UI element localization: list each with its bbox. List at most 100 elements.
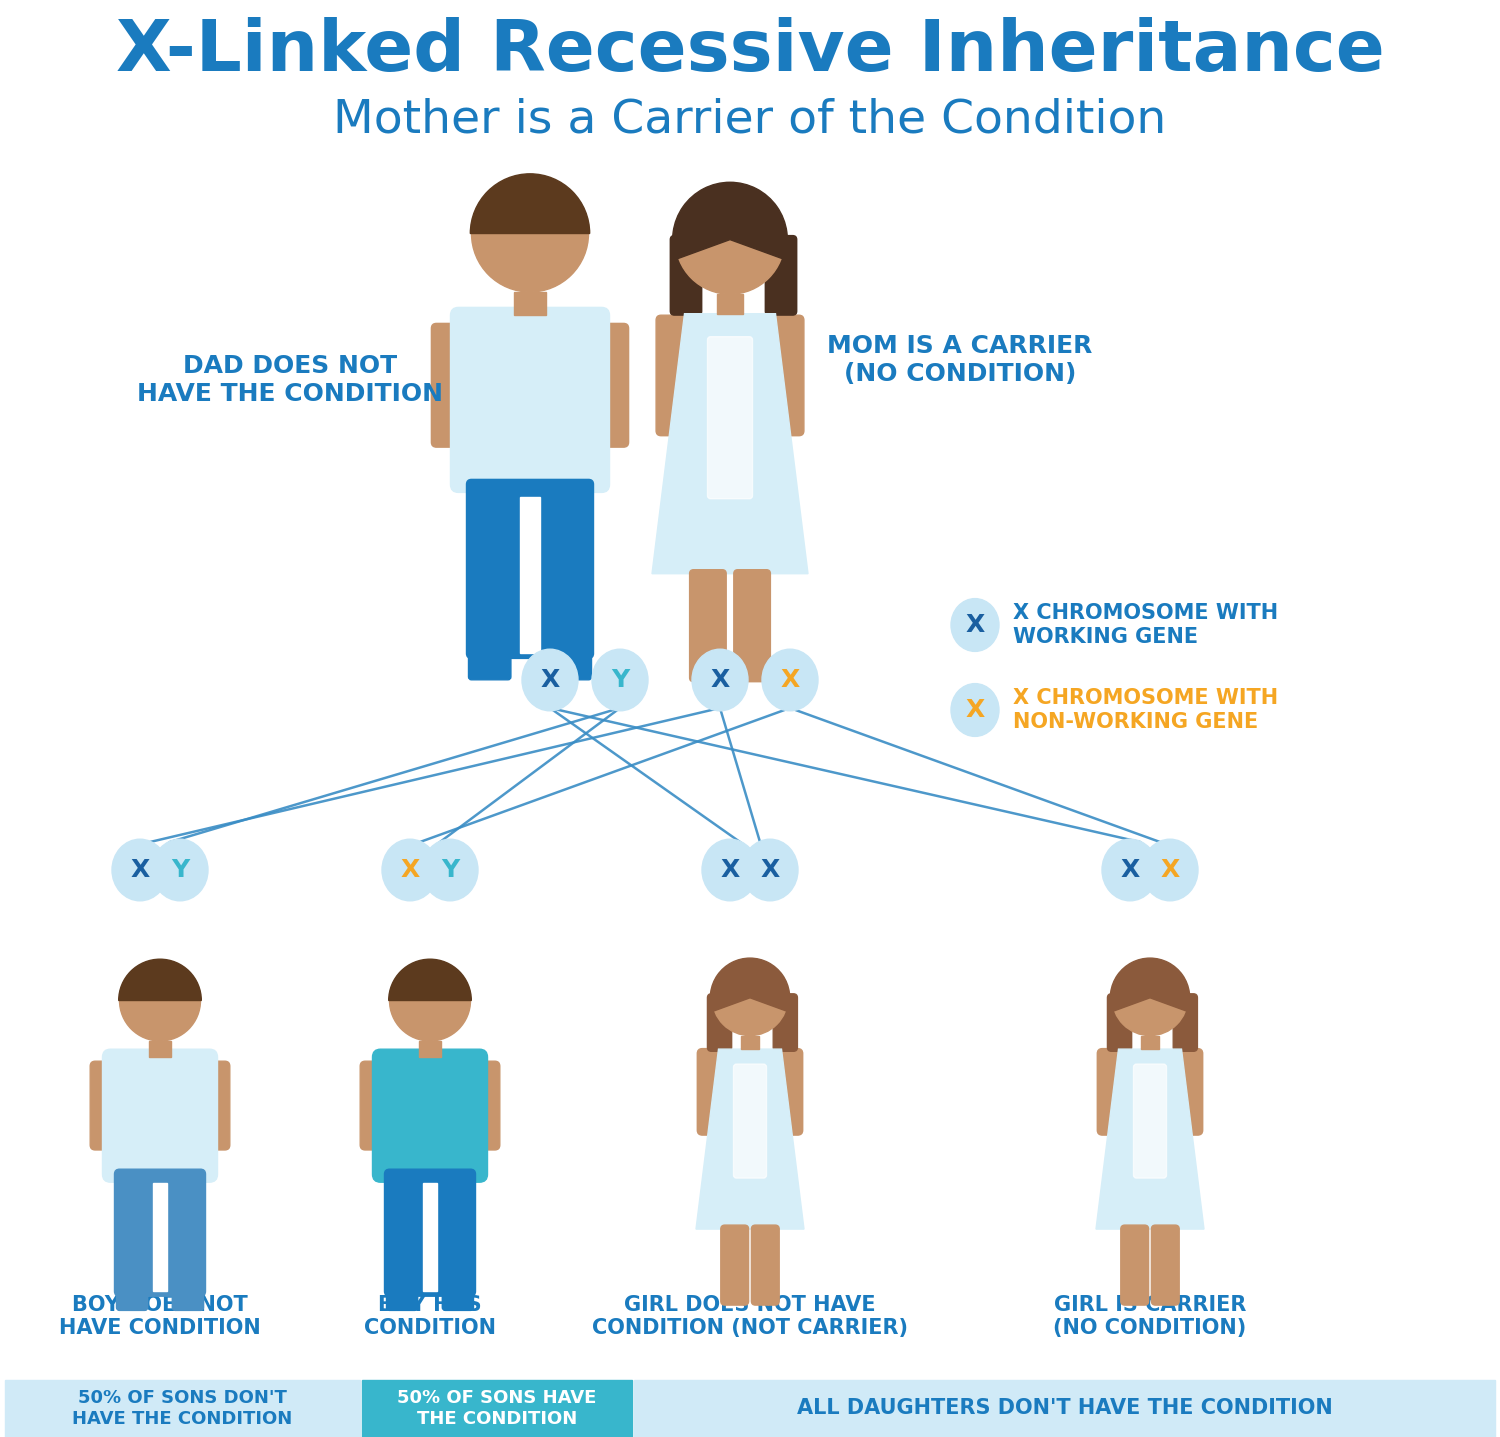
Text: Mother is a Carrier of the Condition: Mother is a Carrier of the Condition xyxy=(333,98,1167,142)
FancyBboxPatch shape xyxy=(698,1049,726,1135)
FancyBboxPatch shape xyxy=(372,1049,488,1183)
Ellipse shape xyxy=(1102,839,1158,901)
FancyBboxPatch shape xyxy=(200,1061,230,1150)
FancyBboxPatch shape xyxy=(1134,1065,1167,1178)
FancyBboxPatch shape xyxy=(442,1288,474,1311)
FancyBboxPatch shape xyxy=(423,1183,436,1292)
FancyBboxPatch shape xyxy=(1142,1036,1160,1049)
Wedge shape xyxy=(711,958,789,1012)
FancyBboxPatch shape xyxy=(1174,1049,1203,1135)
FancyBboxPatch shape xyxy=(768,315,804,435)
Ellipse shape xyxy=(702,839,758,901)
FancyBboxPatch shape xyxy=(656,315,692,435)
FancyBboxPatch shape xyxy=(734,569,771,681)
Wedge shape xyxy=(388,958,471,1000)
Circle shape xyxy=(120,960,201,1040)
FancyBboxPatch shape xyxy=(765,236,796,315)
Ellipse shape xyxy=(152,839,208,901)
Polygon shape xyxy=(1096,1049,1204,1229)
Ellipse shape xyxy=(522,650,578,711)
Text: X: X xyxy=(720,858,740,882)
Text: BOY HAS
CONDITION: BOY HAS CONDITION xyxy=(364,1295,496,1338)
Polygon shape xyxy=(696,1049,804,1229)
FancyBboxPatch shape xyxy=(772,994,798,1052)
FancyBboxPatch shape xyxy=(1152,1226,1179,1305)
FancyBboxPatch shape xyxy=(470,1061,500,1150)
Text: X: X xyxy=(130,858,150,882)
Polygon shape xyxy=(652,313,808,573)
Text: X: X xyxy=(400,858,420,882)
Ellipse shape xyxy=(112,839,168,901)
Text: X-Linked Recessive Inheritance: X-Linked Recessive Inheritance xyxy=(116,17,1385,86)
FancyBboxPatch shape xyxy=(153,1183,166,1292)
FancyBboxPatch shape xyxy=(549,651,591,680)
FancyBboxPatch shape xyxy=(117,1288,147,1311)
Circle shape xyxy=(675,185,784,295)
FancyBboxPatch shape xyxy=(387,1288,417,1311)
FancyBboxPatch shape xyxy=(114,1170,206,1296)
Text: Y: Y xyxy=(610,668,628,693)
Text: Y: Y xyxy=(171,858,189,882)
Circle shape xyxy=(390,960,471,1040)
Text: X: X xyxy=(780,668,800,693)
FancyBboxPatch shape xyxy=(1120,1226,1149,1305)
FancyBboxPatch shape xyxy=(1173,994,1197,1052)
Text: ALL DAUGHTERS DON'T HAVE THE CONDITION: ALL DAUGHTERS DON'T HAVE THE CONDITION xyxy=(796,1398,1332,1418)
Ellipse shape xyxy=(951,599,999,651)
FancyBboxPatch shape xyxy=(690,569,726,681)
FancyBboxPatch shape xyxy=(419,1040,441,1058)
Ellipse shape xyxy=(592,650,648,711)
Circle shape xyxy=(712,960,788,1036)
Text: X: X xyxy=(760,858,780,882)
Circle shape xyxy=(1112,960,1188,1036)
Text: 50% OF SONS DON'T
HAVE THE CONDITION: 50% OF SONS DON'T HAVE THE CONDITION xyxy=(72,1390,292,1428)
Ellipse shape xyxy=(382,839,438,901)
FancyBboxPatch shape xyxy=(708,336,753,499)
FancyBboxPatch shape xyxy=(722,1226,748,1305)
FancyBboxPatch shape xyxy=(466,480,594,658)
FancyBboxPatch shape xyxy=(717,295,742,313)
Text: X: X xyxy=(1120,858,1140,882)
FancyBboxPatch shape xyxy=(450,308,609,493)
Wedge shape xyxy=(672,182,788,259)
Text: Y: Y xyxy=(441,858,459,882)
Text: MOM IS A CARRIER
(NO CONDITION): MOM IS A CARRIER (NO CONDITION) xyxy=(828,333,1092,387)
Text: X CHROMOSOME WITH
WORKING GENE: X CHROMOSOME WITH WORKING GENE xyxy=(1013,604,1278,647)
Text: X: X xyxy=(966,614,984,637)
Text: BOY DOES NOT
HAVE CONDITION: BOY DOES NOT HAVE CONDITION xyxy=(58,1295,261,1338)
Wedge shape xyxy=(118,958,201,1000)
Wedge shape xyxy=(471,174,590,233)
Text: X: X xyxy=(711,668,729,693)
Ellipse shape xyxy=(951,684,999,736)
FancyBboxPatch shape xyxy=(432,323,470,447)
FancyBboxPatch shape xyxy=(468,651,512,680)
FancyBboxPatch shape xyxy=(172,1288,204,1311)
Wedge shape xyxy=(1110,958,1190,1012)
FancyBboxPatch shape xyxy=(708,994,732,1052)
Text: X: X xyxy=(1161,858,1179,882)
Ellipse shape xyxy=(692,650,748,711)
FancyBboxPatch shape xyxy=(734,1065,766,1178)
Ellipse shape xyxy=(422,839,478,901)
Text: GIRL DOES NOT HAVE
CONDITION (NOT CARRIER): GIRL DOES NOT HAVE CONDITION (NOT CARRIE… xyxy=(592,1295,908,1338)
FancyBboxPatch shape xyxy=(102,1049,218,1183)
FancyBboxPatch shape xyxy=(752,1226,778,1305)
Ellipse shape xyxy=(762,650,818,711)
Circle shape xyxy=(471,175,588,292)
FancyBboxPatch shape xyxy=(384,1170,476,1296)
Ellipse shape xyxy=(1142,839,1198,901)
Ellipse shape xyxy=(742,839,798,901)
FancyBboxPatch shape xyxy=(90,1061,120,1150)
FancyBboxPatch shape xyxy=(590,323,628,447)
FancyBboxPatch shape xyxy=(4,1380,360,1437)
Text: GIRL IS CARRIER
(NO CONDITION): GIRL IS CARRIER (NO CONDITION) xyxy=(1053,1295,1246,1338)
FancyBboxPatch shape xyxy=(360,1061,390,1150)
FancyBboxPatch shape xyxy=(519,497,540,654)
Text: X CHROMOSOME WITH
NON-WORKING GENE: X CHROMOSOME WITH NON-WORKING GENE xyxy=(1013,688,1278,731)
Text: DAD DOES NOT
HAVE THE CONDITION: DAD DOES NOT HAVE THE CONDITION xyxy=(136,354,442,405)
FancyBboxPatch shape xyxy=(634,1380,1496,1437)
FancyBboxPatch shape xyxy=(1098,1049,1125,1135)
FancyBboxPatch shape xyxy=(741,1036,759,1049)
FancyBboxPatch shape xyxy=(514,292,546,315)
FancyBboxPatch shape xyxy=(362,1380,632,1437)
